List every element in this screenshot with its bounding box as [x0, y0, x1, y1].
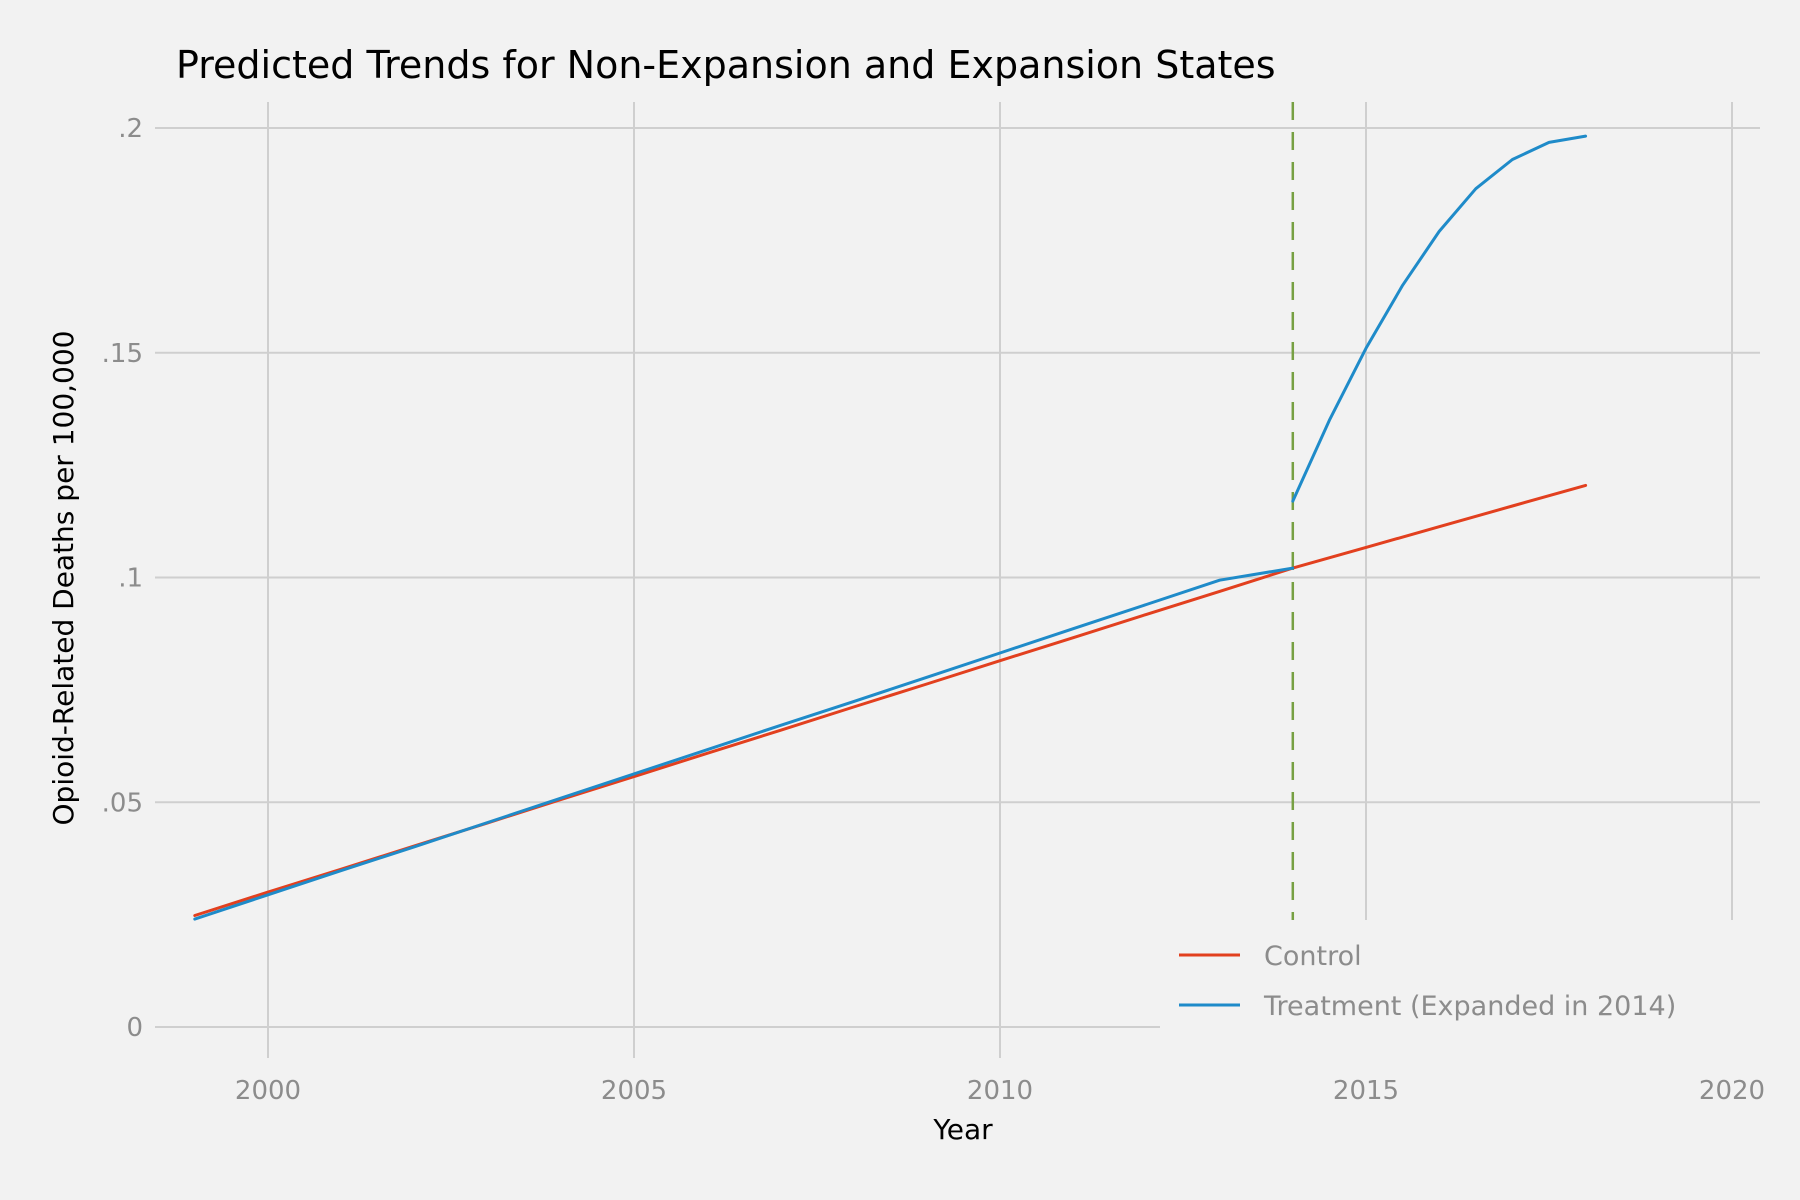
legend-background [1160, 920, 1765, 1080]
y-tick-label-4: .2 [118, 114, 143, 144]
y-tick-label-3: .15 [102, 339, 143, 369]
y-tick-label-0: 0 [126, 1013, 143, 1043]
legend-label-control: Control [1264, 941, 1362, 972]
y-tick-label-1: .05 [102, 788, 143, 818]
legend-label-treatment: Treatment (Expanded in 2014) [1263, 991, 1676, 1022]
x-tick-label-2005: 2005 [601, 1076, 667, 1106]
x-axis-title: Year [932, 1113, 993, 1146]
y-tick-labels: 0 .05 .1 .15 .2 [102, 114, 143, 1043]
x-tick-labels: 2000 2005 2010 2015 2020 [235, 1076, 1765, 1106]
chart-title: Predicted Trends for Non-Expansion and E… [176, 43, 1276, 87]
legend: Control Treatment (Expanded in 2014) [1160, 920, 1765, 1080]
x-tick-label-2020: 2020 [1699, 1076, 1765, 1106]
y-tick-label-2: .1 [118, 564, 143, 594]
x-tick-label-2015: 2015 [1333, 1076, 1399, 1106]
series-line-treatment-segment-2 [1291, 134, 1588, 503]
x-tick-label-2000: 2000 [235, 1076, 301, 1106]
gridlines [155, 102, 1760, 1058]
x-tick-label-2010: 2010 [967, 1076, 1033, 1106]
series-line-treatment-segment-1 [193, 566, 1295, 921]
y-axis-title: Opioid-Related Deaths per 100,000 [47, 331, 80, 826]
series-group [193, 134, 1588, 921]
